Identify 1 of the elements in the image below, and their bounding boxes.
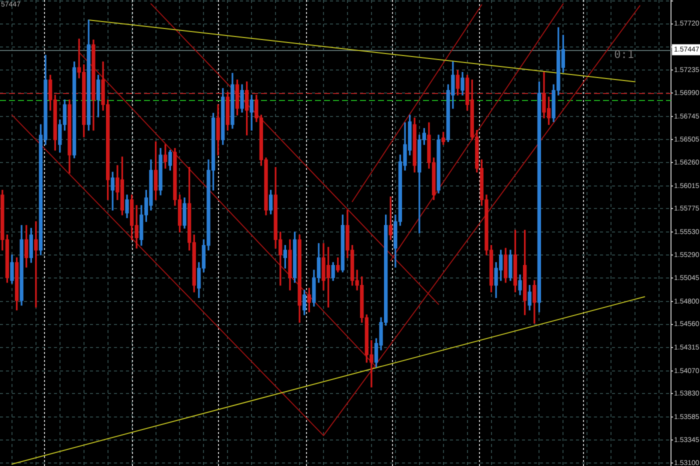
annotation: 0:1 [614, 48, 634, 62]
